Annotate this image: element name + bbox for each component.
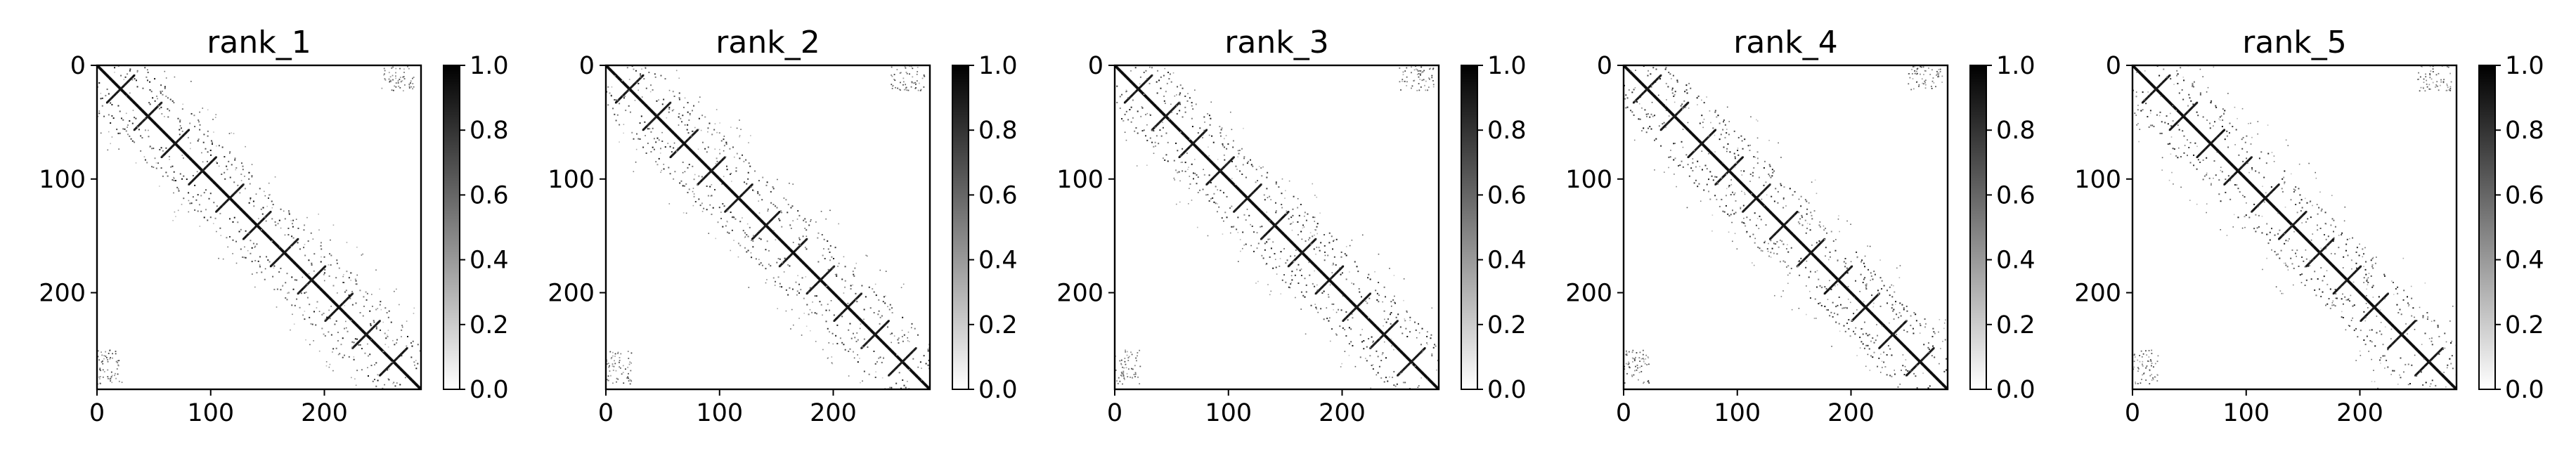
chart-title: rank_3	[1224, 25, 1328, 60]
colorbar-tick-label: 0.8	[1487, 117, 1527, 145]
colorbar-tick-label: 0.4	[978, 247, 1018, 275]
y-tick-label: 200	[1565, 280, 1612, 308]
y-tick-label: 100	[548, 166, 595, 194]
colorbar-tick-label: 0.8	[470, 117, 509, 145]
colorbar-tick-label: 0.6	[470, 181, 509, 209]
colorbar-tick-label: 0.8	[1996, 117, 2035, 145]
colorbar-tick-label: 0.6	[2505, 181, 2544, 209]
x-tick-label: 200	[1319, 399, 1366, 427]
colorbar-tick-label: 0.4	[470, 247, 509, 275]
chart-panel-5: rank_5 0 100 200 0 100 200 0.0 0.2 0.4 0.6 0.8 1.0	[2074, 0, 2544, 457]
y-tick-label: 100	[39, 166, 86, 194]
x-tick-label: 100	[1205, 399, 1252, 427]
chart-panel-1: rank_1 0 100 200 0 100 200 0.0 0.2 0.4 0.6 0.8 1.0	[39, 0, 508, 433]
y-tick-label: 200	[39, 280, 86, 308]
colorbar-tick-label: 0.2	[1996, 311, 2035, 339]
x-tick-label: 0	[598, 399, 614, 427]
colorbar-tick-label: 0.4	[1996, 247, 2035, 275]
colorbar	[1461, 65, 1477, 389]
y-tick-label: 200	[1056, 280, 1103, 308]
x-tick-label: 0	[1107, 399, 1122, 427]
colorbar	[444, 65, 460, 389]
y-tick-label: 100	[1565, 166, 1612, 194]
colorbar	[1970, 65, 1986, 389]
colorbar-tick-label: 0.8	[978, 117, 1018, 145]
y-tick-label: 200	[2074, 280, 2121, 308]
chart-title: rank_5	[2242, 25, 2346, 60]
colorbar-tick-label: 0.2	[470, 311, 509, 339]
x-tick-label: 100	[187, 399, 234, 427]
colorbar-tick-label: 0.0	[1996, 376, 2035, 404]
y-tick-label: 0	[579, 52, 595, 80]
x-tick-label: 0	[89, 399, 105, 427]
chart-title: rank_1	[207, 25, 311, 60]
y-tick-label: 0	[70, 52, 86, 80]
colorbar-tick-label: 1.0	[1996, 52, 2035, 80]
colorbar-tick-label: 1.0	[2505, 52, 2544, 80]
x-tick-label: 200	[1827, 399, 1875, 427]
colorbar	[2479, 65, 2495, 389]
colorbar-tick-label: 1.0	[470, 52, 509, 80]
colorbar	[952, 65, 969, 389]
chart-panel-2: rank_2 0 100 200 0 100 200 0.0 0.2 0.4 0.6 0.8 1.0	[548, 0, 1017, 461]
y-tick-label: 200	[548, 280, 595, 308]
colorbar-tick-label: 1.0	[1487, 52, 1527, 80]
x-tick-label: 100	[1714, 399, 1761, 427]
colorbar-tick-label: 0.8	[2505, 117, 2544, 145]
chart-panel-4: rank_4 0 100 200 0 100 200 0.0 0.2 0.4 0.6 0.8 1.0	[1565, 0, 2035, 444]
colorbar-tick-label: 0.2	[2505, 311, 2544, 339]
colorbar-tick-label: 1.0	[978, 52, 1018, 80]
chart-panel-3: rank_3 0 100 200 0 100 200 0.0 0.2 0.4 0.6 0.8 1.0	[1056, 0, 1526, 457]
colorbar-tick-label: 0.6	[1487, 181, 1527, 209]
y-tick-label: 100	[1056, 166, 1103, 194]
colorbar-tick-label: 0.0	[470, 376, 509, 404]
x-tick-label: 200	[810, 399, 857, 427]
chart-title: rank_2	[716, 25, 820, 60]
colorbar-tick-label: 0.4	[1487, 247, 1527, 275]
colorbar-tick-label: 0.2	[978, 311, 1018, 339]
y-tick-label: 0	[1088, 52, 1103, 80]
y-tick-label: 0	[1597, 52, 1612, 80]
x-tick-label: 200	[2336, 399, 2383, 427]
chart-title: rank_4	[1733, 25, 1837, 60]
colorbar-tick-label: 0.0	[2505, 376, 2544, 404]
colorbar-tick-label: 0.2	[1487, 311, 1527, 339]
x-tick-label: 0	[1616, 399, 1631, 427]
x-tick-label: 100	[696, 399, 743, 427]
x-tick-label: 0	[2125, 399, 2140, 427]
x-tick-label: 200	[301, 399, 348, 427]
colorbar-tick-label: 0.0	[1487, 376, 1527, 404]
colorbar-tick-label: 0.4	[2505, 247, 2544, 275]
y-tick-label: 100	[2074, 166, 2121, 194]
x-tick-label: 100	[2222, 399, 2270, 427]
y-tick-label: 0	[2106, 52, 2121, 80]
colorbar-tick-label: 0.0	[978, 376, 1018, 404]
colorbar-tick-label: 0.6	[978, 181, 1018, 209]
colorbar-tick-label: 0.6	[1996, 181, 2035, 209]
